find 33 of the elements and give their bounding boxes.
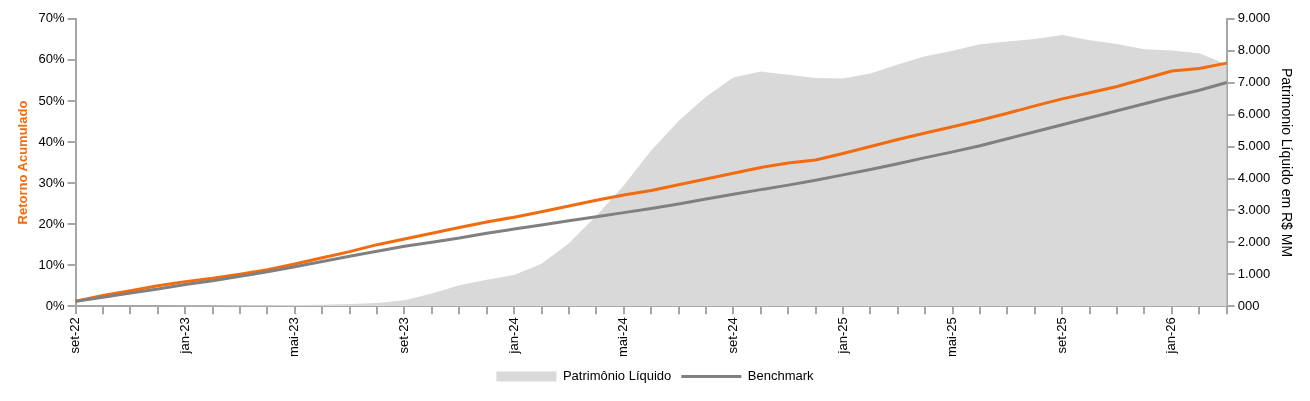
legend-label: Benchmark — [747, 368, 815, 384]
x-tick-label: jan-24 — [505, 317, 521, 355]
y2-tick-label: 1.000 — [1237, 265, 1271, 281]
x-tick-label: set-22 — [67, 317, 83, 354]
y2-tick-label: 2.000 — [1237, 233, 1271, 249]
y2-tick-label: 7.000 — [1237, 74, 1271, 90]
y2-tick-label: 4.000 — [1237, 170, 1271, 186]
x-tick-label: set-25 — [1053, 317, 1069, 354]
x-tick-label: jan-23 — [176, 317, 192, 355]
x-tick-label: mai-25 — [944, 317, 960, 358]
y2-tick-label: 8.000 — [1237, 42, 1271, 58]
y2-tick-label: 9.000 — [1237, 10, 1271, 26]
y2-tick-label: 6.000 — [1237, 106, 1271, 122]
y-tick-label: 60% — [38, 51, 66, 67]
y2-tick-label: 5.000 — [1237, 138, 1271, 154]
y-axis-title: Retorno Acumulado — [15, 100, 31, 225]
y2-tick-label: 3.000 — [1237, 202, 1271, 218]
x-tick-label: jan-26 — [1163, 317, 1179, 355]
x-tick-label: jan-25 — [834, 317, 850, 355]
y-tick-label: 0% — [45, 297, 66, 313]
x-tick-label: set-24 — [724, 317, 740, 354]
x-tick-label: mai-24 — [615, 317, 631, 358]
y-tick-label: 40% — [38, 133, 66, 149]
y-tick-label: 70% — [38, 10, 66, 26]
y-tick-label: 10% — [38, 256, 66, 272]
legend-label: Patrimônio Líquido — [562, 368, 672, 384]
y2-tick-label: 000 — [1237, 297, 1260, 313]
x-tick-label: mai-23 — [286, 317, 302, 358]
y-tick-label: 20% — [38, 215, 66, 231]
x-tick-label: set-23 — [396, 317, 412, 354]
y-tick-label: 50% — [38, 92, 66, 108]
y2-axis-title: Patrimonio Líquido em R$ MM — [1278, 67, 1295, 258]
y-tick-label: 30% — [38, 174, 66, 190]
